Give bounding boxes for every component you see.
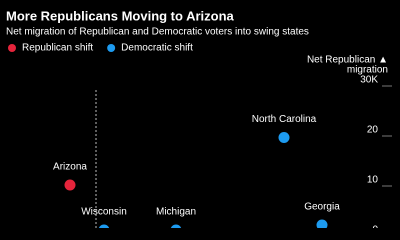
point [278, 132, 290, 143]
point-label: Wisconsin [81, 207, 127, 218]
point-label: Arizona [53, 162, 87, 173]
point-label: Georgia [304, 202, 340, 213]
chart-title: More Republicans Moving to Arizona [6, 8, 235, 23]
legend-label: Democratic shift [121, 43, 193, 54]
y-tick-label: 20 [367, 125, 379, 136]
point [98, 224, 110, 228]
point [316, 219, 328, 228]
legend-swatch [8, 44, 16, 52]
y-axis-label: Net Republican ▲ [307, 55, 388, 66]
y-tick-label: 0 [372, 225, 378, 228]
point-label: North Carolina [252, 114, 317, 125]
point-label: Michigan [156, 207, 196, 218]
y-tick-label: 30K [360, 75, 378, 86]
point [64, 179, 76, 191]
chart-subtitle: Net migration of Republican and Democrat… [6, 27, 309, 38]
chart: More Republicans Moving to Arizona Net m… [6, 8, 392, 228]
point [170, 224, 182, 228]
y-tick-label: 10 [367, 175, 379, 186]
y-axis-label: migration [347, 65, 388, 76]
legend-label: Republican shift [22, 43, 93, 54]
legend-swatch [107, 44, 116, 52]
